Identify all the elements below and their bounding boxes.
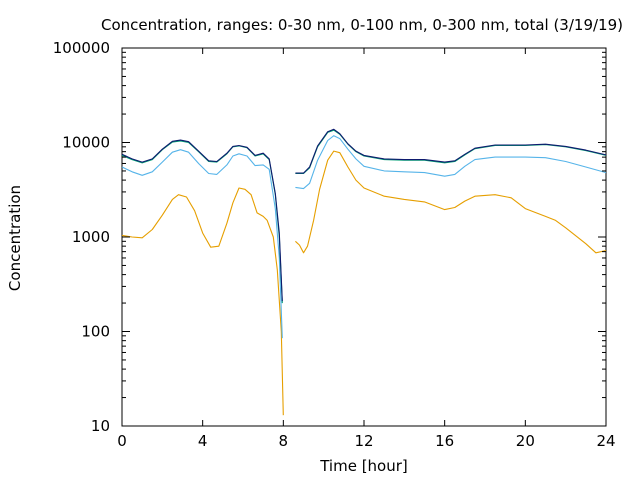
series-3: [121, 129, 607, 304]
series-line: [295, 150, 607, 254]
series-1: [121, 150, 607, 416]
x-tick-label: 8: [279, 432, 289, 450]
y-tick-label: 1000: [72, 228, 110, 246]
y-tick-label: 10: [91, 417, 110, 435]
series-2: [121, 135, 607, 339]
x-tick-label: 20: [516, 432, 535, 450]
x-tick-label: 16: [435, 432, 454, 450]
x-axis-label: Time [hour]: [319, 457, 408, 475]
y-tick-label: 10000: [62, 134, 110, 152]
y-tick-label: 100000: [53, 39, 110, 57]
chart-title: Concentration, ranges: 0-30 nm, 0-100 nm…: [101, 16, 623, 34]
x-tick-label: 12: [354, 432, 373, 450]
plot-frame: [121, 47, 607, 427]
x-tick-label: 24: [596, 432, 615, 450]
x-axis: 0 4 8 12 16 20 24: [117, 48, 616, 450]
series-line: [295, 135, 607, 190]
series-line: [121, 139, 283, 302]
plot-area: 0 4 8 12 16 20 24 10 100 1000 10000 100000: [53, 39, 616, 450]
series-4: [121, 128, 607, 302]
series-line: [121, 149, 283, 339]
y-axis: 10 100 1000 10000 100000: [53, 39, 606, 435]
series-line: [121, 187, 284, 416]
series-line: [295, 128, 607, 174]
x-tick-label: 0: [117, 432, 127, 450]
series-layer: [121, 128, 607, 416]
y-axis-label: Concentration: [6, 185, 24, 291]
x-tick-label: 4: [198, 432, 208, 450]
y-tick-label: 100: [81, 323, 110, 341]
